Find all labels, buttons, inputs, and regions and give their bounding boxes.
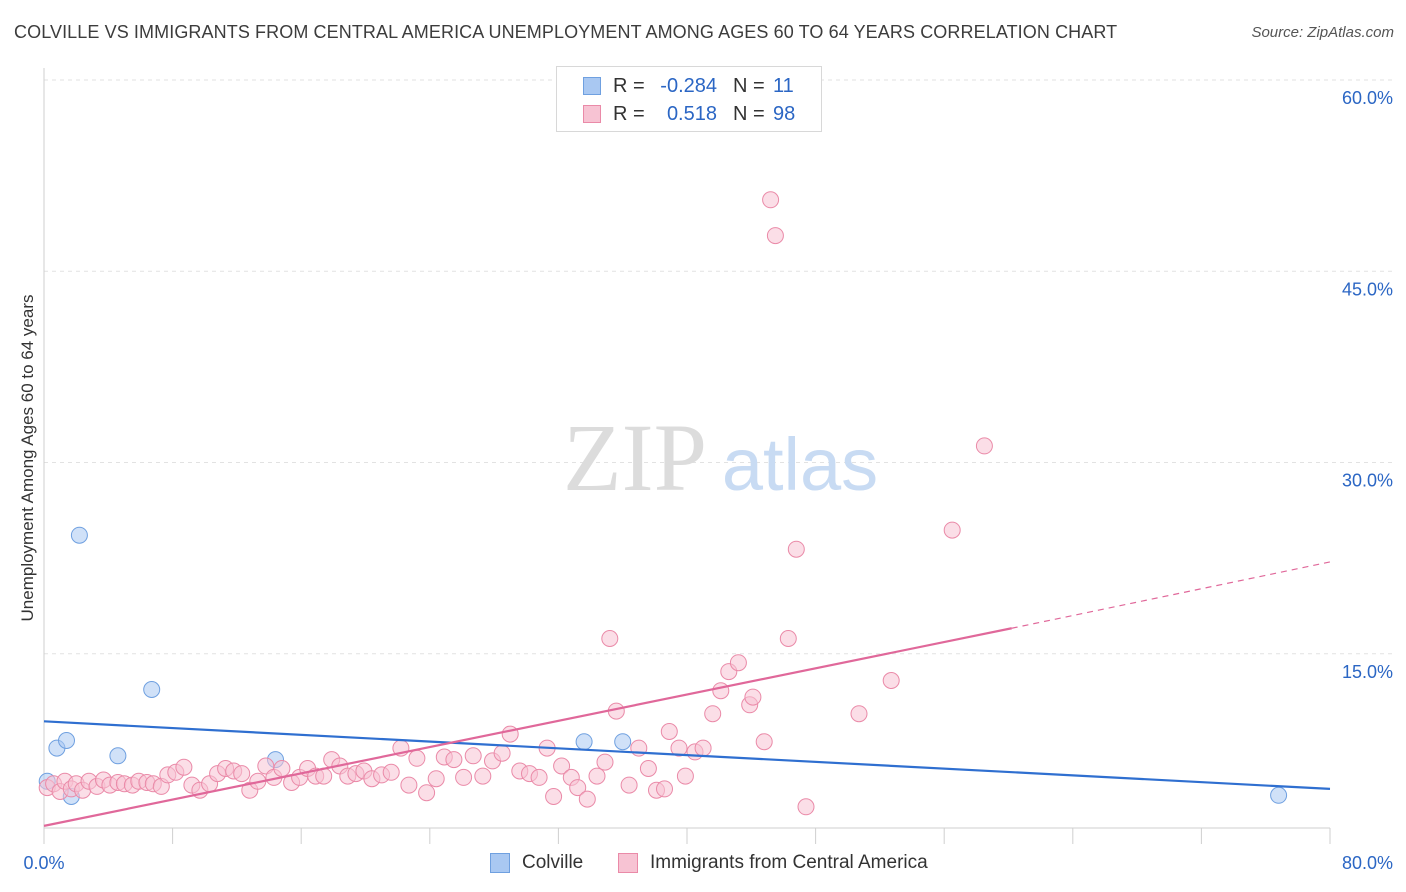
r-label: R = (613, 102, 645, 125)
immigrants-point (596, 753, 614, 771)
r-value: -0.284 (660, 74, 717, 97)
y-tick-label: 30.0% (1342, 471, 1393, 491)
legend-item-immigrants[interactable]: Immigrants from Central America (618, 852, 928, 874)
colville-point (143, 681, 161, 698)
immigrants-point (418, 784, 436, 802)
immigrants-point (427, 770, 445, 788)
immigrants-point (455, 768, 473, 786)
source-label: Source: ZipAtlas.com (1251, 24, 1394, 41)
immigrants-swatch (583, 105, 601, 123)
immigrants-point (670, 739, 688, 757)
y-axis-label-wrap: Unemployment Among Ages 60 to 64 years (18, 295, 38, 622)
immigrants-point (787, 540, 805, 558)
colville-point (1270, 786, 1288, 804)
immigrants-point (694, 739, 712, 757)
immigrants-point (601, 630, 619, 647)
immigrants-point (382, 763, 400, 781)
n-label: N = (733, 74, 765, 97)
colville-swatch (583, 77, 601, 95)
immigrants-point (882, 672, 900, 689)
watermark-atlas: atlas (722, 423, 878, 506)
colville-point (575, 733, 593, 751)
immigrants-point (744, 688, 762, 706)
tick-labels: 15.0% 30.0% 45.0% 60.0% 0.0% 80.0% (23, 88, 1393, 873)
colville-point (614, 733, 632, 751)
colville-point (109, 747, 127, 765)
immigrants-point (943, 521, 961, 539)
immigrants-point (704, 705, 722, 723)
legend-label-colville: Colville (522, 852, 584, 873)
x-tick-label-min: 0.0% (23, 853, 64, 873)
axes (43, 68, 1331, 844)
y-axis-label: Unemployment Among Ages 60 to 64 years (18, 294, 37, 622)
immigrants-point (712, 682, 730, 700)
immigrants-point (578, 790, 596, 808)
immigrants-trend-line (43, 627, 1012, 827)
colville-point (58, 732, 75, 749)
immigrants-point (660, 723, 678, 740)
watermark: ZIP atlas (563, 404, 878, 511)
immigrants-point (676, 767, 694, 785)
stats-row-immigrants: R = 0.518 N = 98 (557, 101, 821, 127)
immigrants-trend-extension (1011, 561, 1331, 629)
immigrants-point (464, 747, 482, 765)
immigrants-point (445, 751, 463, 769)
immigrants-point (233, 765, 251, 783)
immigrants-point (620, 776, 638, 794)
colville-point (70, 526, 88, 544)
colville-trend-line (43, 720, 1331, 790)
r-label: R = (613, 74, 645, 97)
immigrants-point (779, 630, 797, 647)
immigrants-point (639, 760, 657, 777)
trend-lines (43, 561, 1331, 827)
immigrants-point (408, 749, 426, 767)
legend-swatch-immigrants (618, 853, 638, 873)
immigrants-point (553, 757, 571, 775)
y-tick-label: 60.0% (1342, 88, 1393, 108)
x-tick-label-max: 80.0% (1342, 853, 1393, 873)
immigrants-point (400, 776, 418, 794)
legend-label-immigrants: Immigrants from Central America (650, 852, 928, 873)
data-points (38, 191, 1288, 816)
immigrants-point (797, 798, 815, 816)
immigrants-point (530, 768, 548, 786)
legend-swatch-colville (490, 853, 510, 873)
immigrants-point (755, 733, 773, 751)
immigrants-point (493, 744, 511, 762)
legend-item-colville[interactable]: Colville (490, 852, 583, 874)
immigrants-point (175, 758, 193, 776)
immigrants-point (975, 437, 993, 455)
immigrants-point (588, 767, 606, 785)
legend: Colville Immigrants from Central America (0, 852, 1406, 878)
gridlines (44, 79, 1392, 655)
n-value: 11 (773, 74, 794, 97)
immigrants-point (766, 227, 784, 245)
y-tick-label: 45.0% (1342, 279, 1393, 299)
r-value: 0.518 (666, 102, 717, 125)
stats-box: R = -0.284 N = 11 R = 0.518 N = 98 (556, 66, 822, 132)
immigrants-point (545, 788, 563, 805)
immigrants-point (569, 779, 587, 797)
immigrants-point (474, 767, 492, 785)
n-value: 98 (773, 102, 796, 125)
immigrants-point (273, 760, 291, 777)
immigrants-point (656, 780, 673, 798)
y-tick-label: 15.0% (1342, 662, 1393, 682)
stats-row-colville: R = -0.284 N = 11 (557, 73, 821, 99)
immigrants-point (762, 191, 780, 209)
immigrants-point (729, 654, 747, 672)
watermark-zip: ZIP (563, 404, 707, 511)
chart-title: COLVILLE VS IMMIGRANTS FROM CENTRAL AMER… (14, 22, 1118, 42)
immigrants-point (850, 705, 868, 723)
n-label: N = (733, 102, 765, 125)
